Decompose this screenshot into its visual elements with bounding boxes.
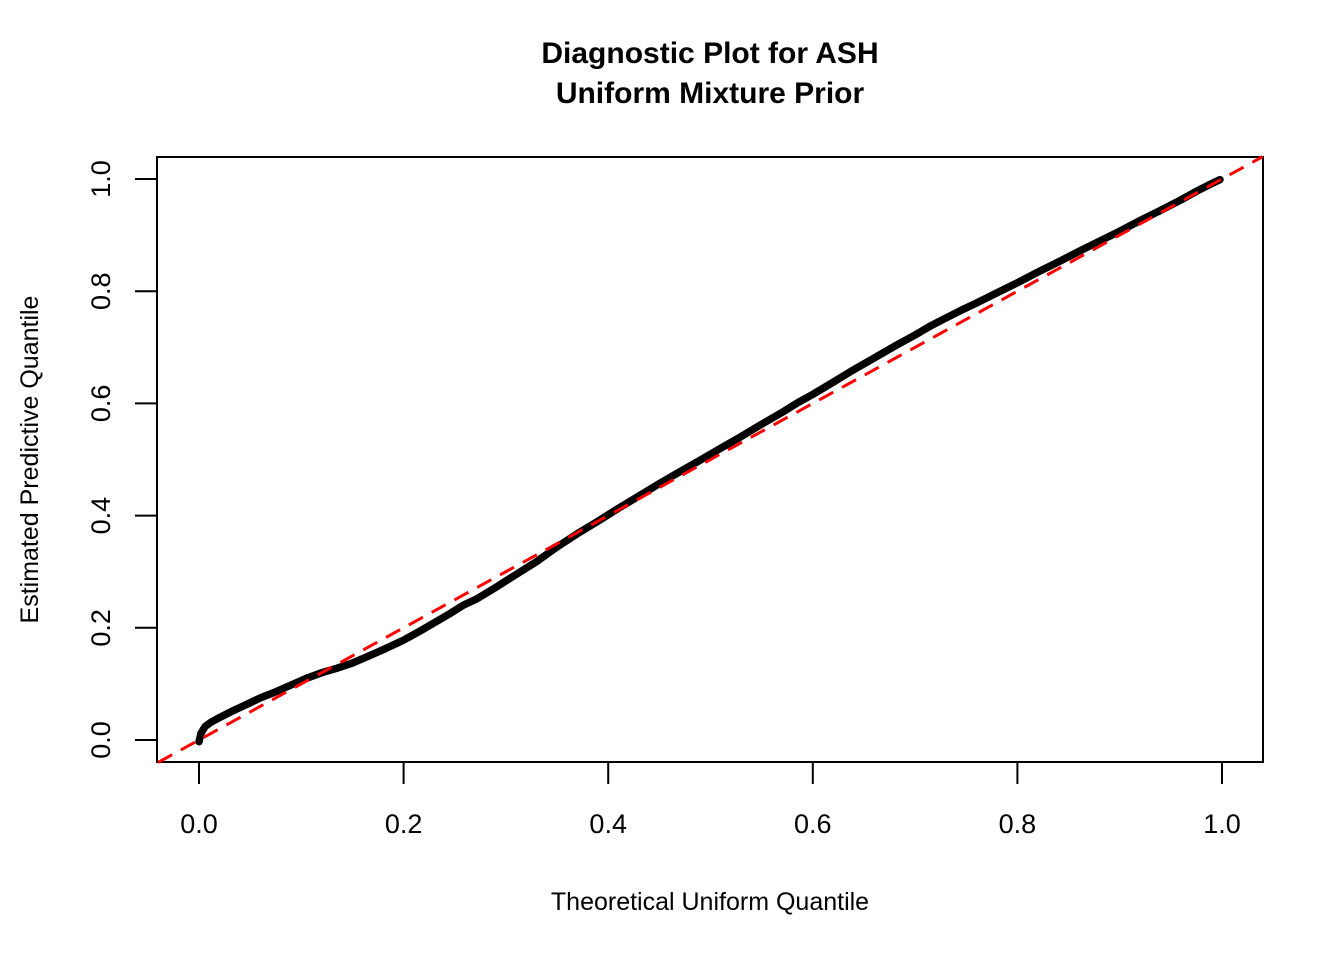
x-tick-label: 1.0	[1203, 809, 1241, 839]
y-axis-label: Estimated Predictive Quantile	[16, 295, 44, 624]
plot-title: Diagnostic Plot for ASH Uniform Mixture …	[541, 37, 879, 110]
y-tick-label: 0.4	[86, 497, 116, 535]
y-tick-label: 1.0	[86, 160, 116, 198]
y-tick-label: 0.6	[86, 385, 116, 423]
x-axis-label: Theoretical Uniform Quantile	[550, 888, 870, 916]
x-tick-label: 0.4	[589, 809, 627, 839]
x-tick-label: 0.2	[385, 809, 423, 839]
y-tick-label: 0.0	[86, 721, 116, 759]
x-tick-label: 0.6	[794, 809, 832, 839]
plot-frame	[156, 156, 1264, 763]
reference-diagonal-line	[157, 155, 1264, 764]
x-tick-label: 0.0	[180, 809, 218, 839]
y-tick-label: 0.2	[86, 609, 116, 647]
x-tick-label: 0.8	[999, 809, 1037, 839]
estimated-quantile-curve	[195, 175, 1224, 746]
y-tick-label: 0.8	[86, 272, 116, 310]
